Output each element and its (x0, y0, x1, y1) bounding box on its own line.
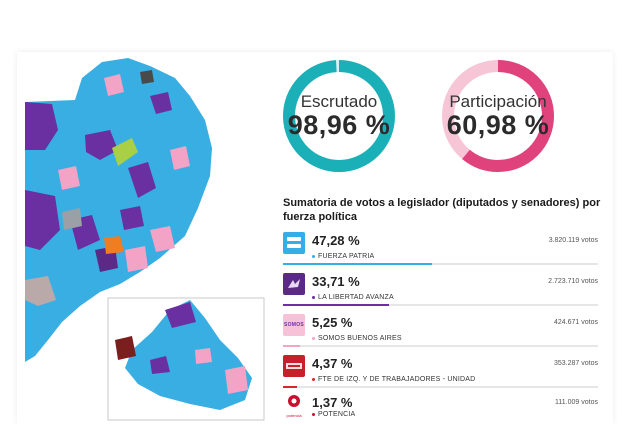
party-color-dot (312, 377, 315, 381)
somos-logo-icon: SOMOS (283, 314, 305, 336)
party-name: LA LIBERTAD AVANZA (312, 294, 394, 301)
party-votes: 111.009 votos (555, 399, 598, 406)
party-color-dot (312, 295, 315, 299)
party-name-text: FUERZA PATRIA (318, 253, 375, 260)
party-color-dot (312, 336, 315, 340)
party-votes: 2.723.710 votos (548, 278, 598, 285)
fit-logo-icon (283, 355, 305, 377)
vote-bar-track (283, 263, 598, 265)
party-percentage: 33,71 % (312, 274, 360, 289)
party-name: FUERZA PATRIA (312, 253, 374, 260)
la-libertad-avanza-logo-icon (283, 273, 305, 295)
escrutado-gauge: Escrutado 98,96 % (281, 58, 397, 174)
party-name-text: SOMOS BUENOS AIRES (318, 335, 402, 342)
party-percentage: 5,25 % (312, 315, 353, 330)
participacion-value: 60,98 % (446, 110, 550, 140)
party-name: POTENCIA (312, 411, 355, 418)
vote-bar-track (283, 386, 598, 388)
vote-bar (283, 304, 390, 306)
party-row: 33,71 % LA LIBERTAD AVANZA 2.723.710 vot… (283, 273, 598, 313)
party-name-text: LA LIBERTAD AVANZA (318, 294, 394, 301)
participacion-gauge: Participación 60,98 % (440, 58, 556, 174)
party-name-text: POTENCIA (318, 411, 356, 418)
party-color-dot (312, 254, 315, 258)
escrutado-value: 98,96 % (287, 110, 391, 140)
party-row: SOMOS 5,25 % SOMOS BUENOS AIRES 424.671 … (283, 314, 598, 354)
vote-bar (283, 386, 297, 388)
party-percentage: 1,37 % (312, 395, 353, 410)
escrutado-label: Escrutado (300, 92, 378, 111)
summary-title: Sumatoria de votos a legislador (diputad… (283, 197, 601, 223)
participacion-label: Participación (449, 92, 547, 111)
party-color-dot (312, 412, 315, 416)
vote-bar-track (283, 304, 598, 306)
potencia-logo-icon: potencia (283, 394, 305, 418)
participacion-ring (442, 60, 554, 172)
party-votes: 353.287 votos (554, 360, 598, 367)
escrutado-ring (283, 60, 395, 172)
party-name: FTE DE IZQ. Y DE TRABAJADORES - UNIDAD (312, 376, 475, 383)
vote-bar-track (283, 345, 598, 347)
party-row: 4,37 % FTE DE IZQ. Y DE TRABAJADORES - U… (283, 355, 598, 395)
fuerza-patria-logo-icon (283, 232, 305, 254)
party-votes: 3.820.119 votos (548, 237, 598, 244)
party-votes: 424.671 votos (554, 319, 598, 326)
party-percentage: 47,28 % (312, 233, 360, 248)
potencia-logo-text: potencia (286, 413, 302, 418)
party-name-text: FTE DE IZQ. Y DE TRABAJADORES - UNIDAD (318, 376, 476, 383)
somos-logo-text: SOMOS (283, 322, 305, 328)
party-percentage: 4,37 % (312, 356, 353, 371)
party-name: SOMOS BUENOS AIRES (312, 335, 402, 342)
party-row: 47,28 % FUERZA PATRIA 3.820.119 votos (283, 232, 598, 272)
vote-bar (283, 345, 300, 347)
vote-bar (283, 263, 432, 265)
party-row: potencia 1,37 % POTENCIA 111.009 votos (283, 394, 598, 422)
